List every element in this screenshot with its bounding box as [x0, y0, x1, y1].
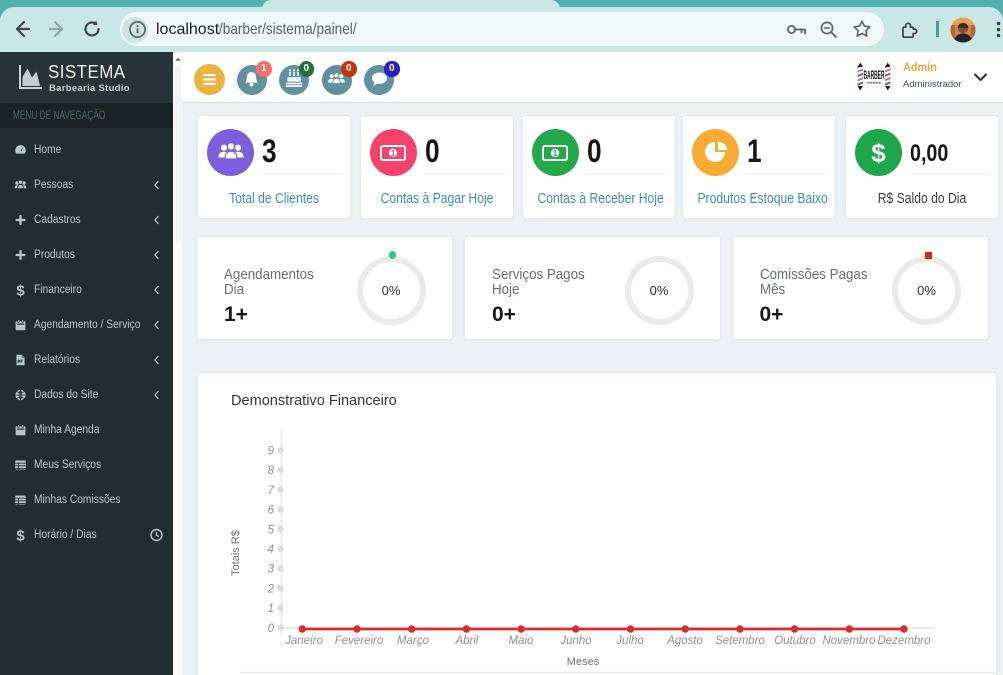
svg-text:6: 6 — [268, 505, 275, 517]
svg-text:Abril: Abril — [454, 635, 478, 647]
svg-text:8: 8 — [268, 465, 275, 477]
svg-text:9: 9 — [268, 446, 275, 458]
svg-text:2: 2 — [267, 583, 275, 595]
svg-text:Agosto: Agosto — [666, 635, 703, 647]
svg-text:Fevereiro: Fevereiro — [335, 635, 384, 647]
svg-text:Março: Março — [397, 635, 430, 647]
svg-text:1: 1 — [391, 148, 396, 157]
svg-text:Totais R$: Totais R$ — [230, 530, 242, 576]
svg-text:Novembro: Novembro — [822, 635, 876, 647]
svg-text:1: 1 — [553, 148, 558, 157]
svg-text:Julho: Julho — [615, 635, 644, 647]
svg-text:5: 5 — [268, 524, 275, 536]
svg-text:Meses: Meses — [567, 656, 600, 668]
svg-text:Setembro: Setembro — [715, 635, 765, 647]
svg-text:7: 7 — [268, 485, 275, 497]
svg-text:Maio: Maio — [509, 635, 535, 647]
svg-text:0: 0 — [268, 623, 275, 635]
svg-text:Outubro: Outubro — [774, 635, 816, 647]
svg-text:4: 4 — [268, 544, 274, 556]
svg-text:Junho: Junho — [559, 635, 592, 647]
svg-text:3: 3 — [268, 564, 275, 576]
svg-text:Dezembro: Dezembro — [877, 635, 931, 647]
svg-text:1: 1 — [268, 603, 274, 615]
svg-text:BARBER: BARBER — [864, 70, 885, 82]
svg-text:Janeiro: Janeiro — [284, 635, 323, 647]
